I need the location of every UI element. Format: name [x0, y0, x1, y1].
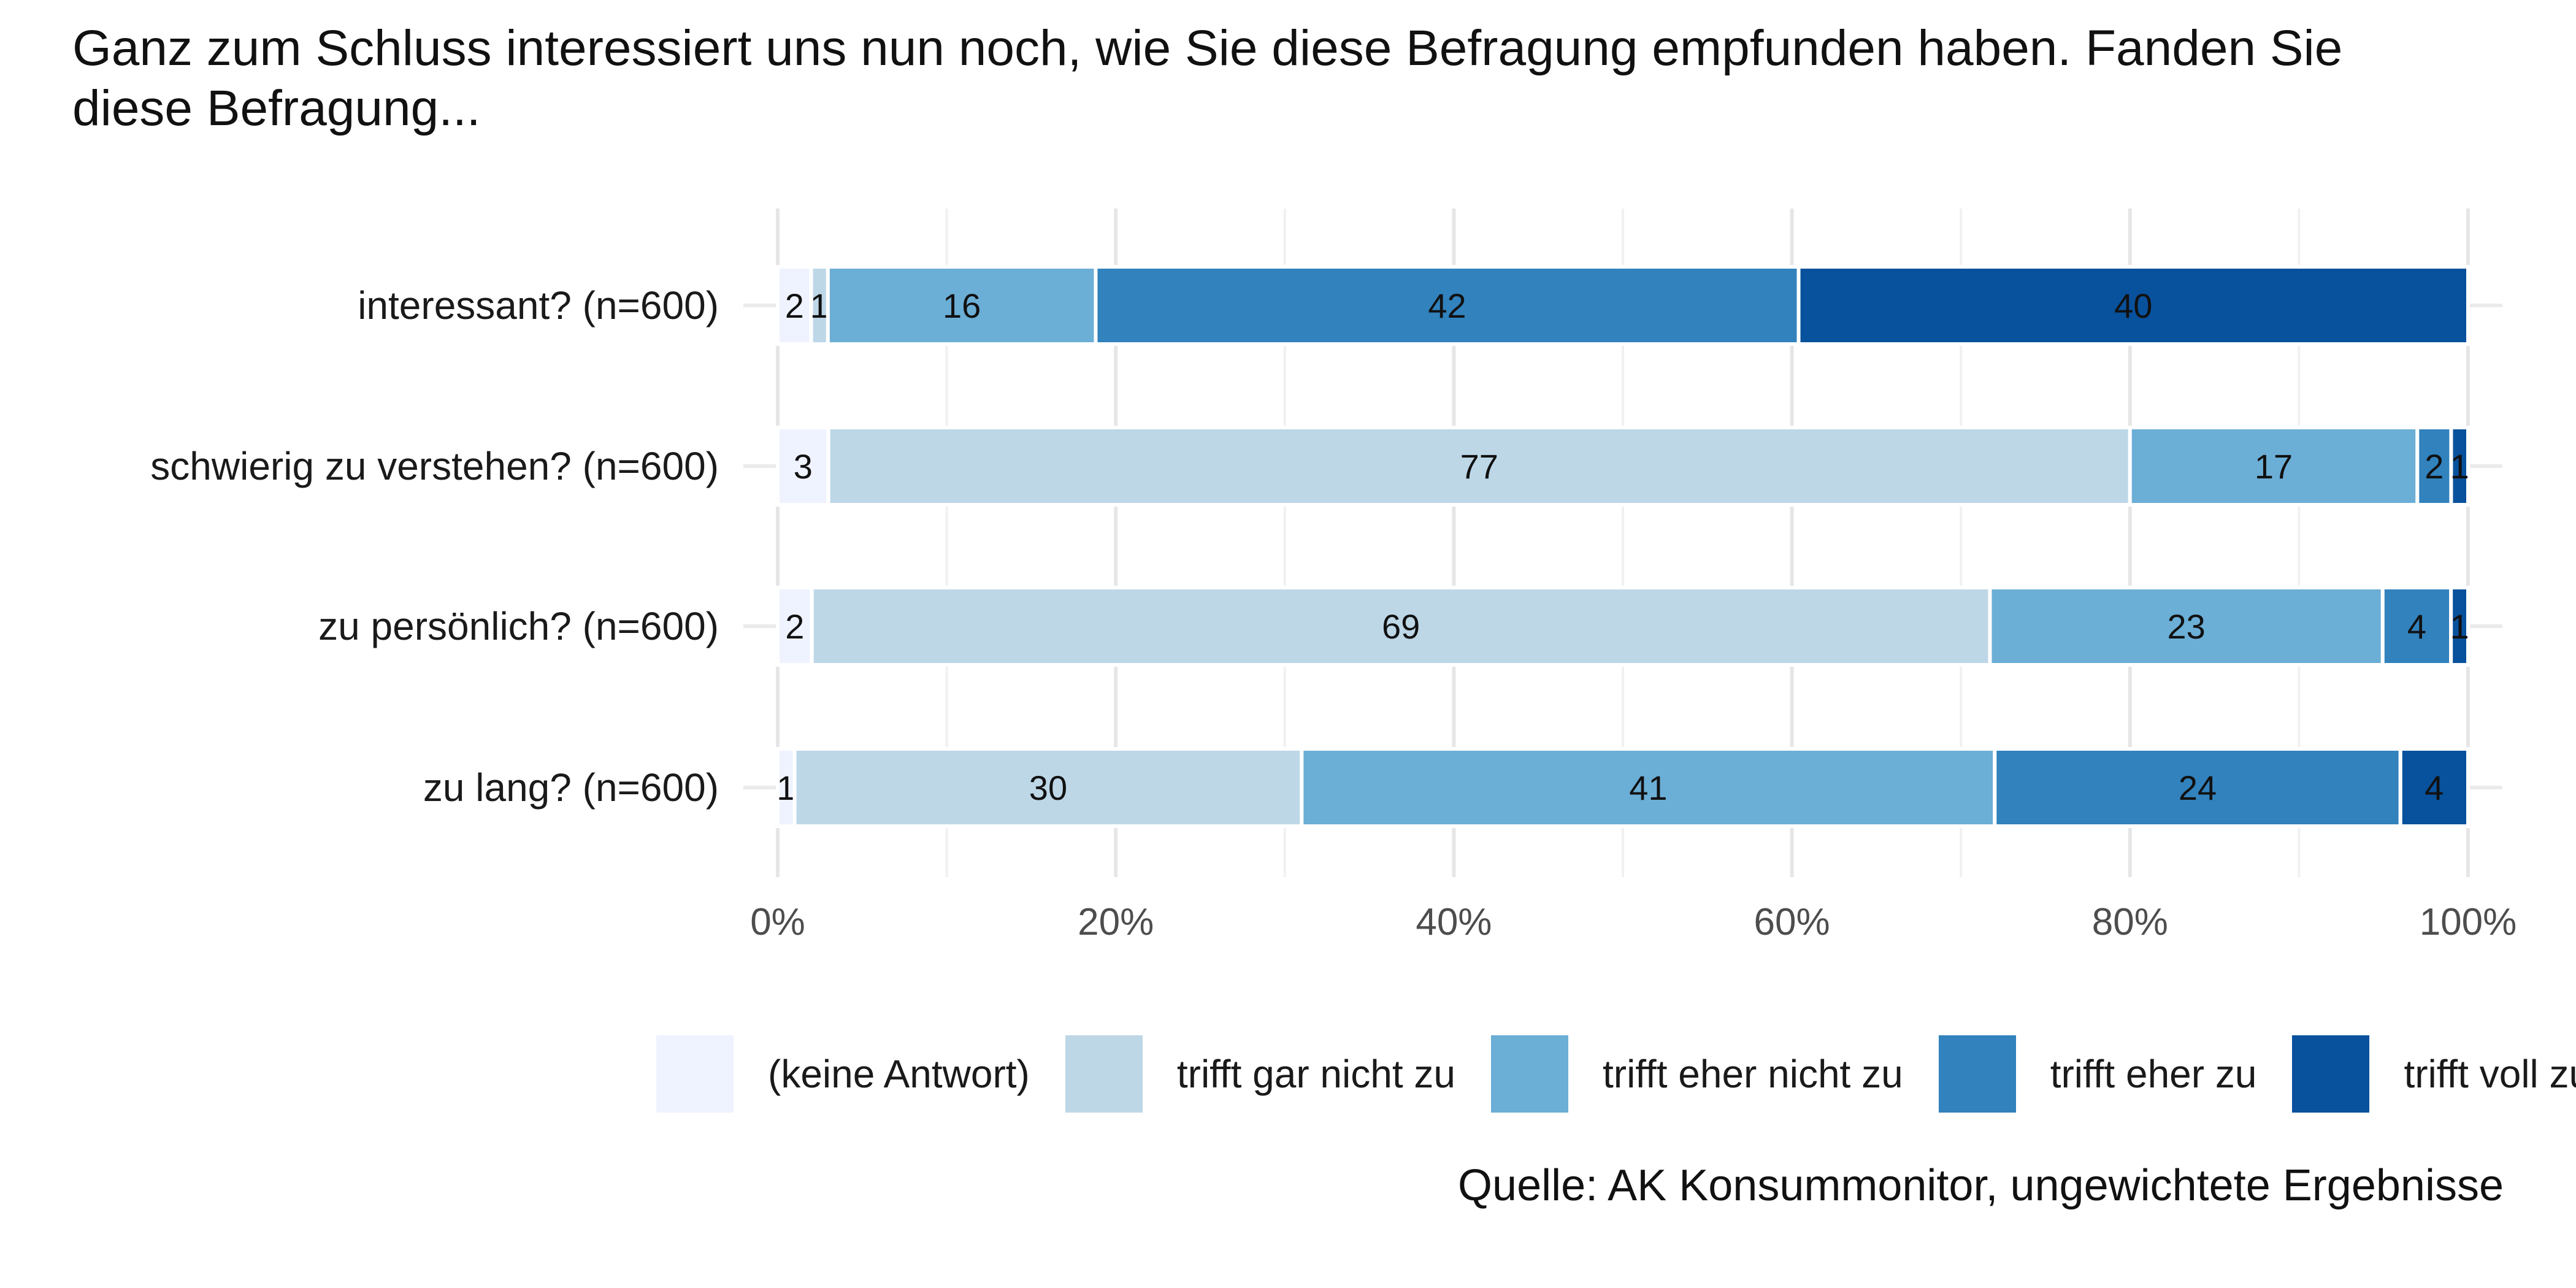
legend-item: trifft eher nicht zu: [1490, 1035, 1903, 1113]
legend-color-key: [1065, 1035, 1143, 1113]
bar-value-label: 69: [1382, 607, 1420, 646]
bar-value-label: 1: [2450, 447, 2469, 486]
bar-value-label: 2: [785, 286, 804, 325]
bar-value-label: 1: [810, 286, 829, 325]
legend-color-key: [2292, 1035, 2370, 1113]
legend-label: trifft eher zu: [2050, 1052, 2257, 1096]
bar-segment: [2128, 426, 2420, 507]
legend-color-key: [1490, 1035, 1568, 1113]
legend-label: trifft voll zu: [2404, 1052, 2576, 1096]
bar-value-label: 1: [2450, 607, 2469, 646]
bar-segment: [2449, 426, 2470, 507]
legend-label: trifft gar nicht zu: [1176, 1052, 1455, 1096]
bar-value-label: 40: [2114, 286, 2152, 325]
legend-label: (keine Antwort): [768, 1052, 1030, 1096]
bar-value-label: 2: [2425, 447, 2444, 486]
bar-segment: [809, 265, 830, 346]
x-tick-label: 20%: [1078, 901, 1154, 943]
bar-segment: [2449, 586, 2471, 667]
bar-value-label: 16: [943, 286, 981, 325]
bar-segment: [776, 265, 813, 346]
x-tick-label: 100%: [2420, 901, 2517, 943]
bar-segment: [776, 426, 830, 507]
bar-value-label: 1: [776, 769, 795, 807]
legend-color-key: [1938, 1035, 2016, 1113]
bar-value-label: 2: [785, 607, 804, 646]
x-tick-label: 80%: [2092, 901, 2168, 943]
chart-title: Ganz zum Schluss interessiert uns nun no…: [72, 20, 2343, 136]
x-tick-label: 0%: [750, 901, 805, 943]
bar-segment: [2380, 586, 2453, 667]
bar-segment: [1094, 265, 1801, 346]
category-label: schwierig zu verstehen? (n=600): [150, 444, 719, 488]
bar-value-label: 4: [2407, 607, 2426, 646]
legend-item: trifft eher zu: [1938, 1035, 2257, 1113]
x-tick-label: 60%: [1754, 901, 1830, 943]
bar-value-label: 17: [2255, 447, 2293, 486]
category-label: zu persönlich? (n=600): [318, 604, 719, 648]
bar-segment: [810, 586, 1992, 667]
bar-value-label: 77: [1460, 447, 1498, 486]
category-label: interessant? (n=600): [358, 283, 719, 328]
bar-segment: [2398, 747, 2471, 828]
legend-label: trifft eher nicht zu: [1602, 1052, 1903, 1096]
bar-value-label: 42: [1428, 286, 1466, 325]
bar-value-label: 23: [2168, 607, 2206, 646]
bar-segment: [1300, 747, 1997, 828]
bar-segment: [792, 747, 1304, 828]
legend-item: trifft voll zu: [2292, 1035, 2576, 1113]
bar-value-label: 41: [1629, 769, 1667, 807]
bar-segment: [1988, 586, 2385, 667]
bar-segment: [1796, 265, 2470, 346]
legend-item: (keine Antwort): [656, 1035, 1030, 1113]
bar-value-label: 3: [794, 447, 813, 486]
bar-value-label: 30: [1029, 769, 1067, 807]
bar-value-label: 24: [2179, 769, 2217, 807]
bar-value-label: 4: [2425, 769, 2444, 807]
x-tick-label: 40%: [1416, 901, 1492, 943]
category-label: zu lang? (n=600): [423, 765, 719, 810]
bar-segment: [2415, 426, 2453, 507]
source-caption: Quelle: AK Konsummonitor, ungewichtete E…: [1458, 1161, 2504, 1210]
bar-segment: [826, 426, 2132, 507]
legend-item: trifft gar nicht zu: [1065, 1035, 1455, 1113]
legend: (keine Antwort) trifft gar nicht zu trifft…: [656, 1035, 2576, 1113]
legend-color-key: [656, 1035, 734, 1113]
